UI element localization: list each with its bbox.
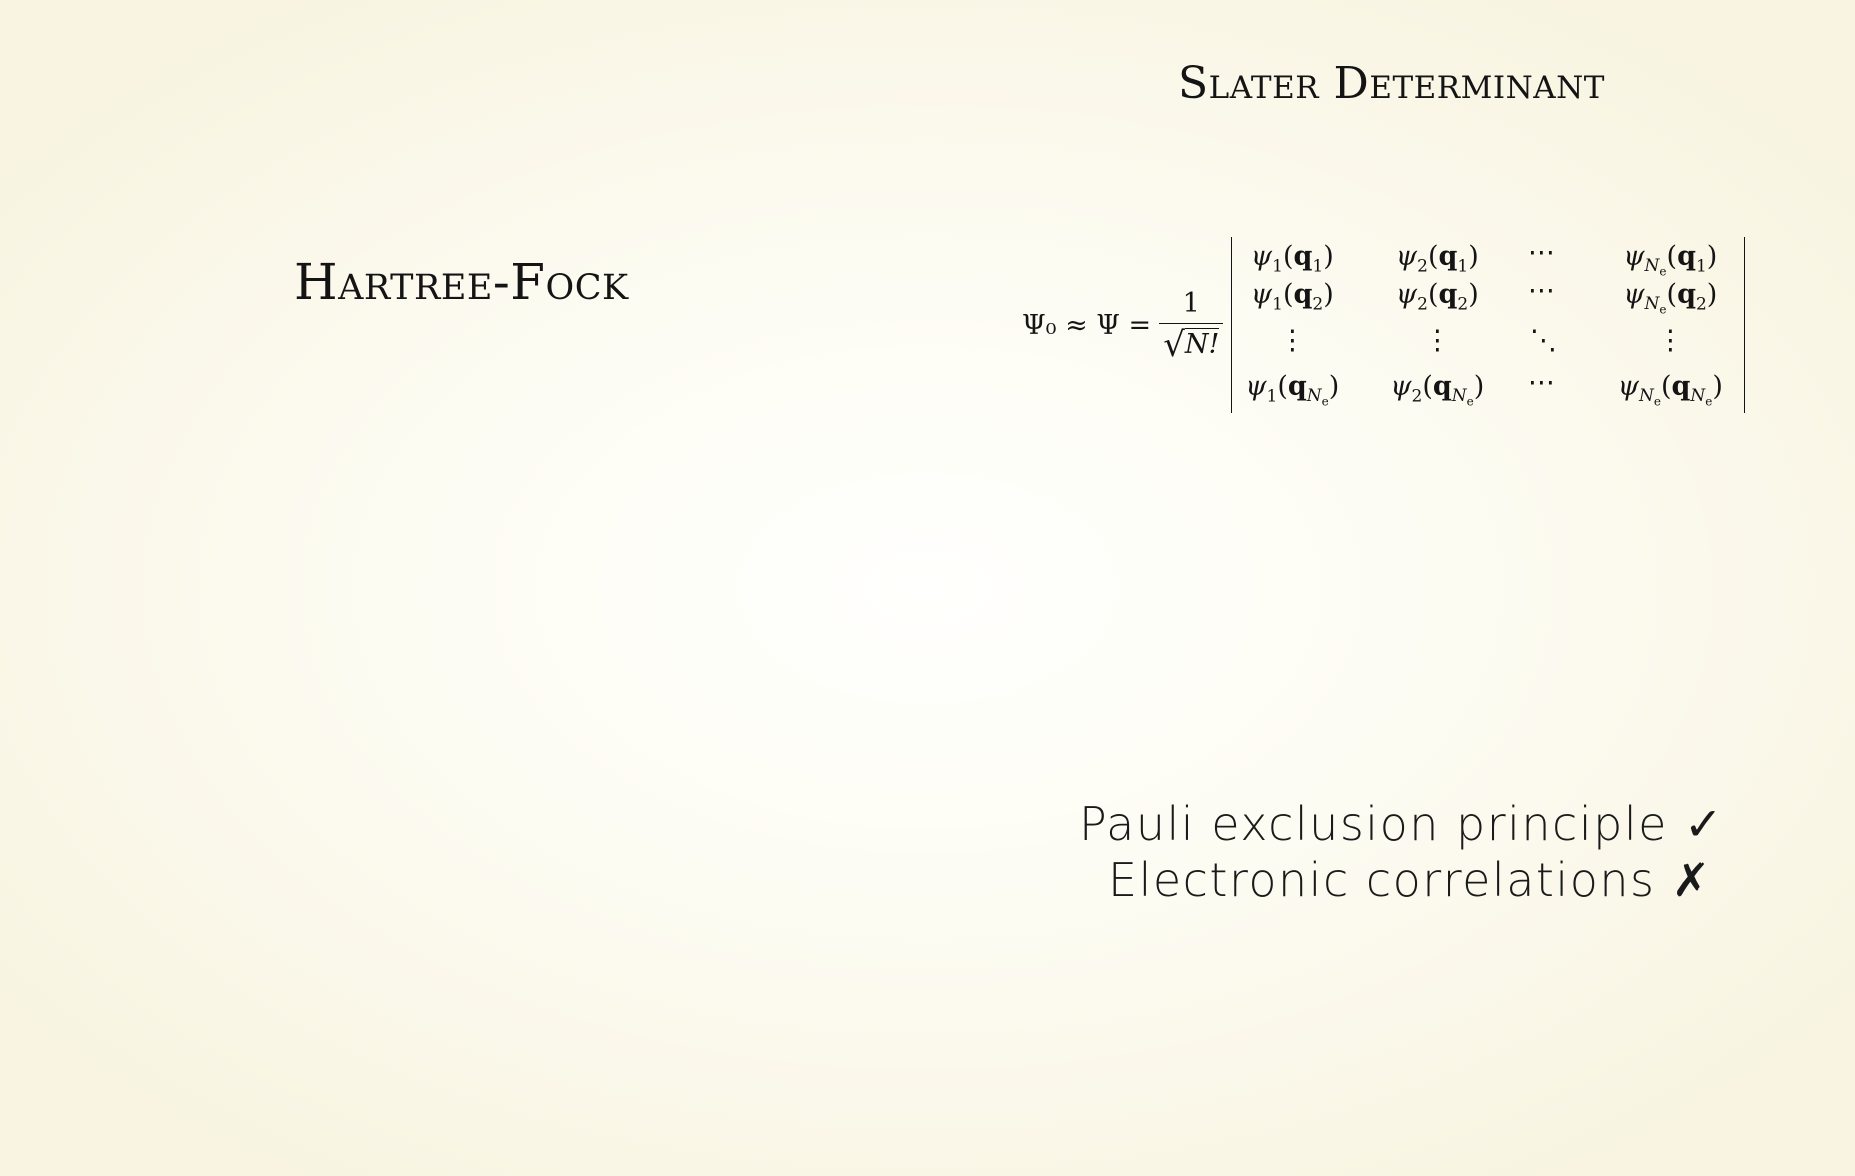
slater-determinant-title: Slater Determinant (1178, 58, 1605, 109)
matrix-cell: ⋮ (1656, 325, 1684, 356)
matrix-cell: ψNe(q1) (1623, 241, 1718, 279)
equation-lhs: Ψ₀ ≈ Ψ = (1022, 309, 1152, 341)
sqrt-symbol: √ (1163, 324, 1185, 365)
electronic-correlations-text: Electronic correlations (1108, 853, 1656, 907)
matrix-cell: ⋯ (1527, 275, 1559, 306)
matrix-cell: ⋯ (1527, 237, 1559, 268)
matrix-cell: ⋯ (1527, 367, 1559, 398)
cross-mark-icon: ✗ (1671, 853, 1712, 907)
slater-determinant-equation: Ψ₀ ≈ Ψ = 1 √ N! ψ1(q1) ψ2(q1) ⋯ ψNe(q1) … (1022, 236, 1746, 414)
hartree-fock-title: Hartree-Fock (294, 253, 629, 311)
normalization-fraction: 1 √ N! (1159, 287, 1224, 365)
matrix-cell: ψ2(q1) (1395, 241, 1479, 277)
fraction-numerator: 1 (1182, 287, 1200, 319)
matrix-cell: ψ2(qNe) (1390, 371, 1485, 409)
check-mark-icon: ✓ (1684, 797, 1725, 851)
pauli-principle-note: Pauli exclusion principle ✓ (1079, 797, 1724, 851)
matrix-cell: ψ2(q2) (1395, 279, 1479, 315)
pauli-principle-text: Pauli exclusion principle (1079, 797, 1668, 851)
sqrt-argument: N! (1184, 328, 1220, 361)
matrix-cell: ψ1(q2) (1250, 279, 1334, 315)
determinant-matrix: ψ1(q1) ψ2(q1) ⋯ ψNe(q1) ψ1(q2) ψ2(q2) ⋯ … (1231, 237, 1746, 413)
matrix-cell: ψNe(qNe) (1617, 371, 1723, 409)
matrix-cell: ⋱ (1529, 325, 1557, 356)
matrix-cell: ψ1(qNe) (1245, 371, 1340, 409)
matrix-cell: ψ1(q1) (1250, 241, 1334, 277)
fraction-denominator: √ N! (1159, 322, 1224, 365)
electronic-correlations-note: Electronic correlations ✗ (1108, 853, 1712, 907)
matrix-cell: ⋮ (1423, 325, 1451, 356)
matrix-cell: ψNe(q2) (1623, 279, 1718, 317)
matrix-cell: ⋮ (1278, 325, 1306, 356)
